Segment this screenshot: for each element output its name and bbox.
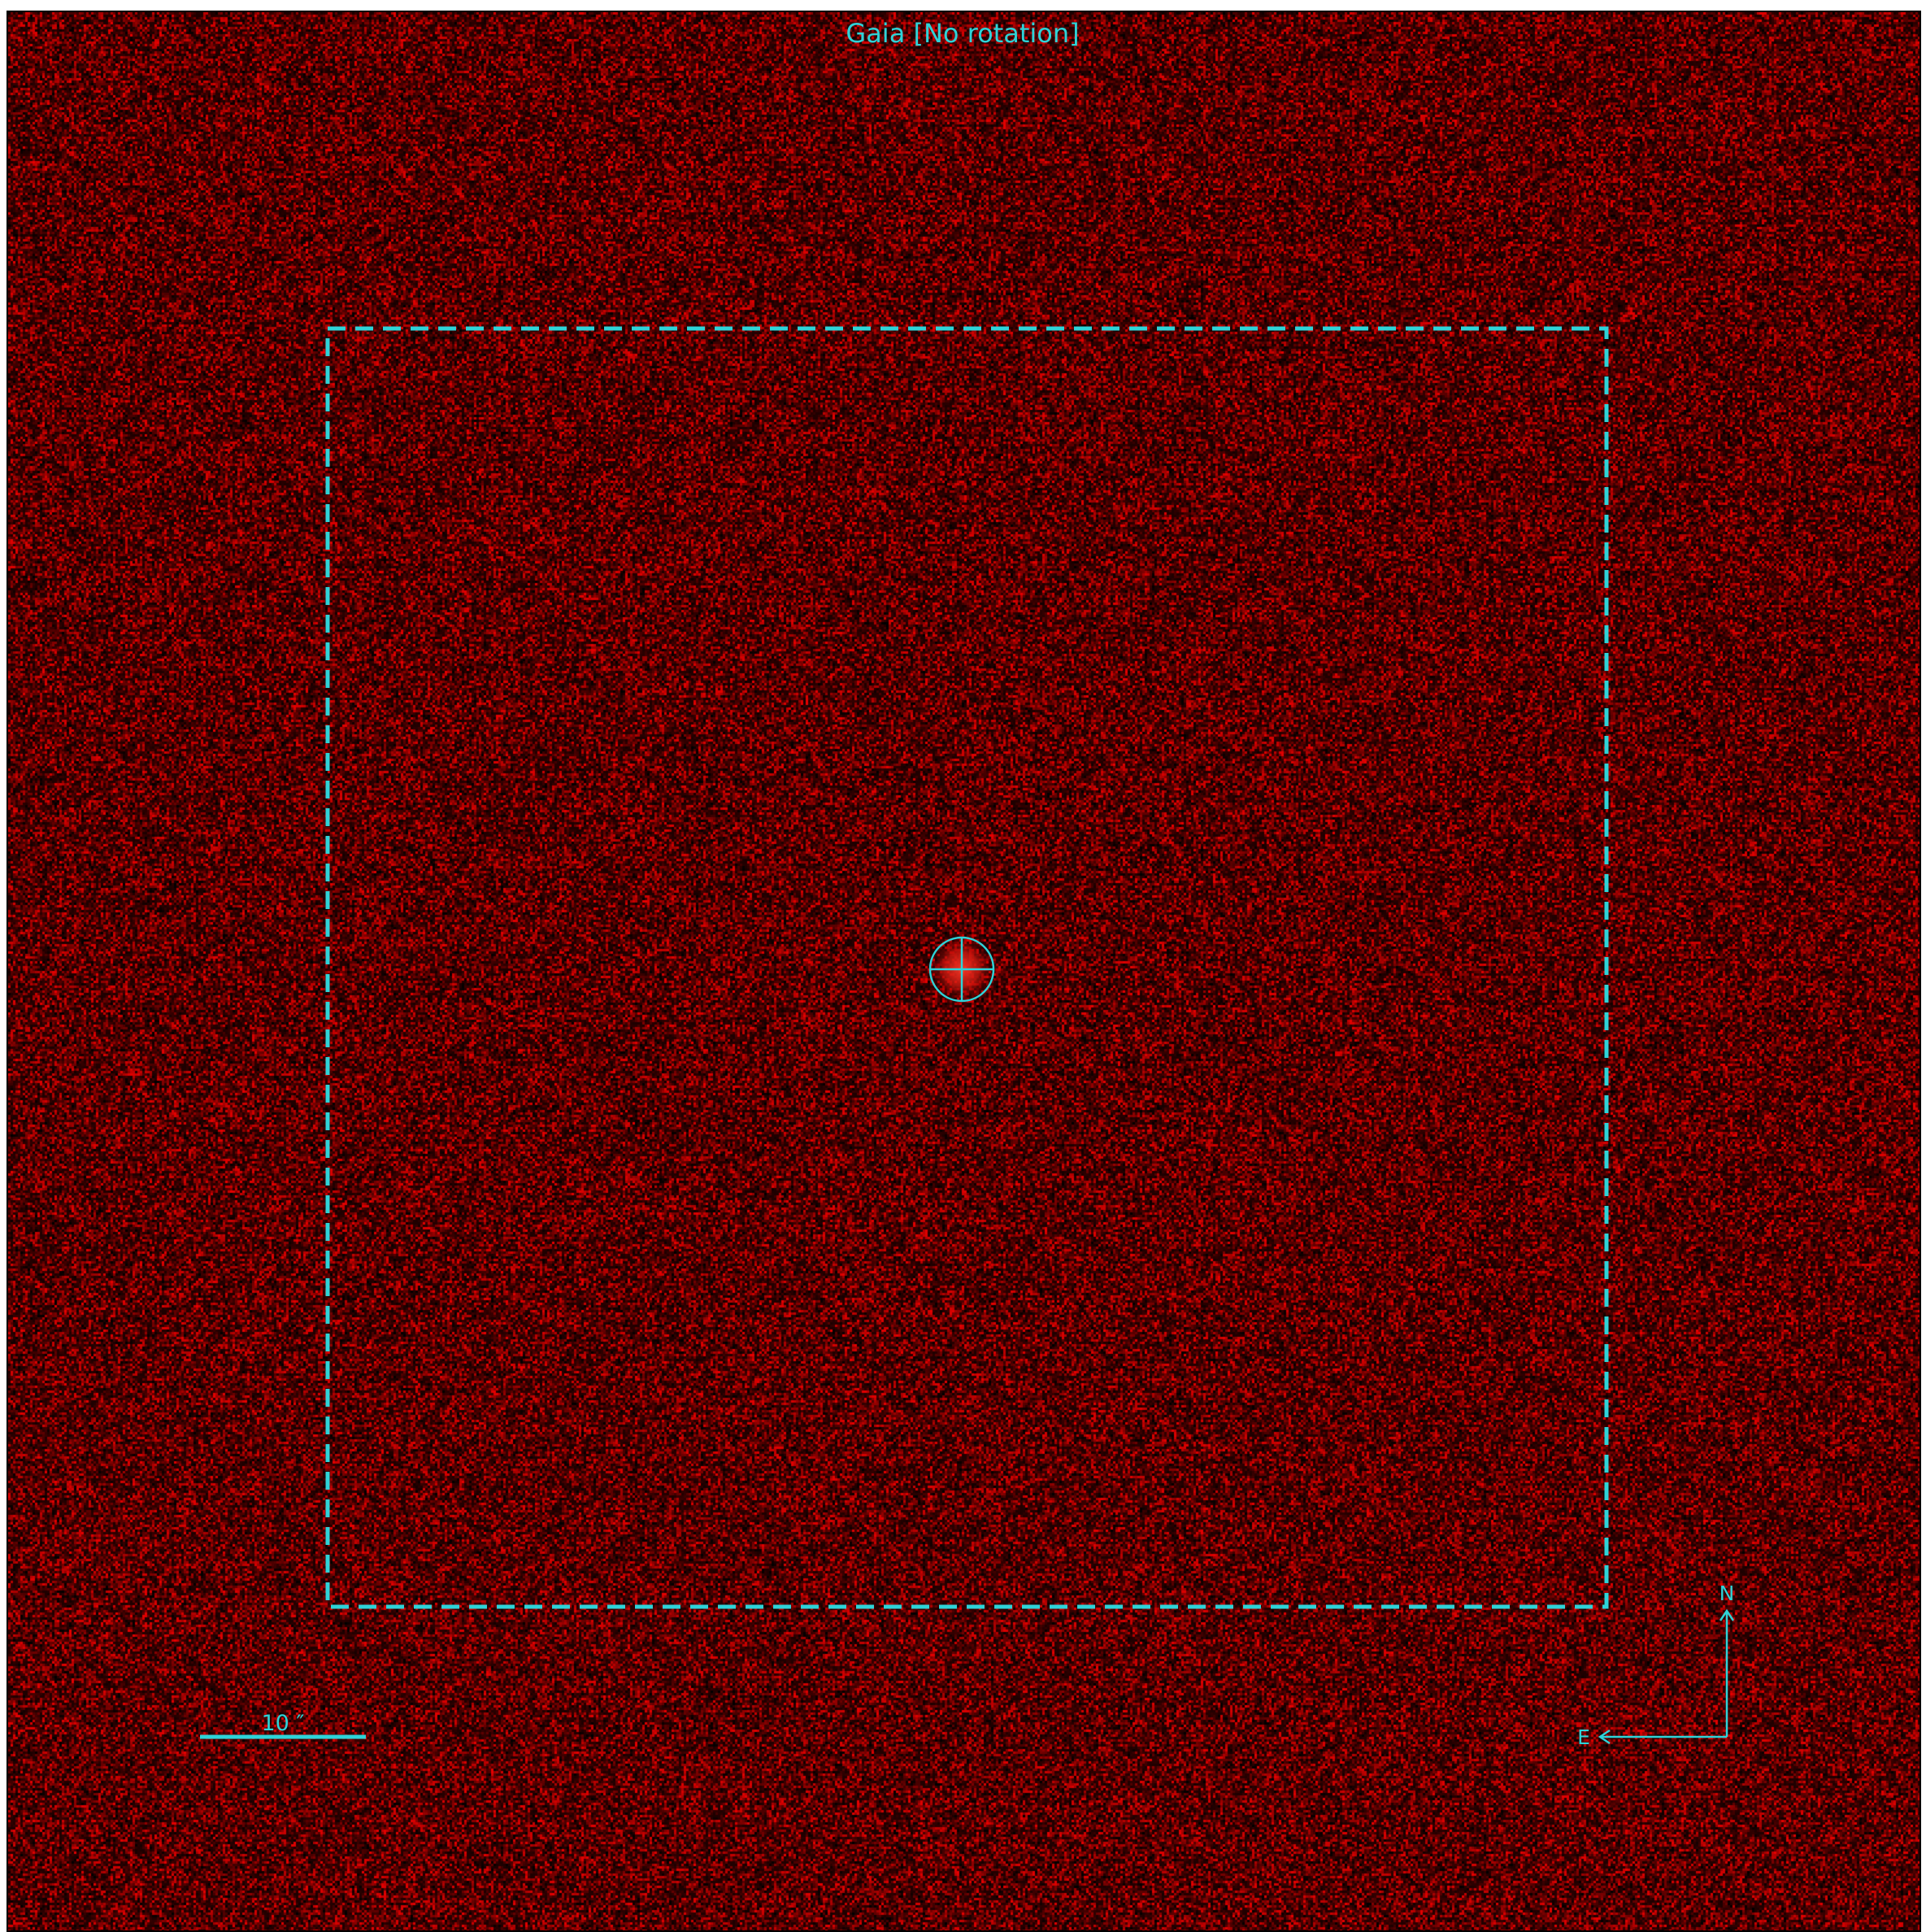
arrow-left-icon [1598,1729,1727,1745]
scale-bar: 10 ″ [200,1711,366,1739]
arrow-up-icon [1719,1608,1735,1737]
compass: N E [1577,1582,1734,1749]
scale-bar-label: 10 ″ [261,1711,304,1736]
target-marker [928,936,995,1003]
annotation-overlay: Gaia [No rotation] 10 ″ [200,18,1734,1749]
compass-east-label: E [1577,1725,1590,1749]
image-title: Gaia [No rotation] [846,18,1079,49]
image-frame: Gaia [No rotation] 10 ″ [7,11,1921,1932]
crosshair-circle-icon [928,936,995,1003]
compass-north-label: N [1719,1582,1735,1605]
field-of-view-box [325,326,1609,1609]
